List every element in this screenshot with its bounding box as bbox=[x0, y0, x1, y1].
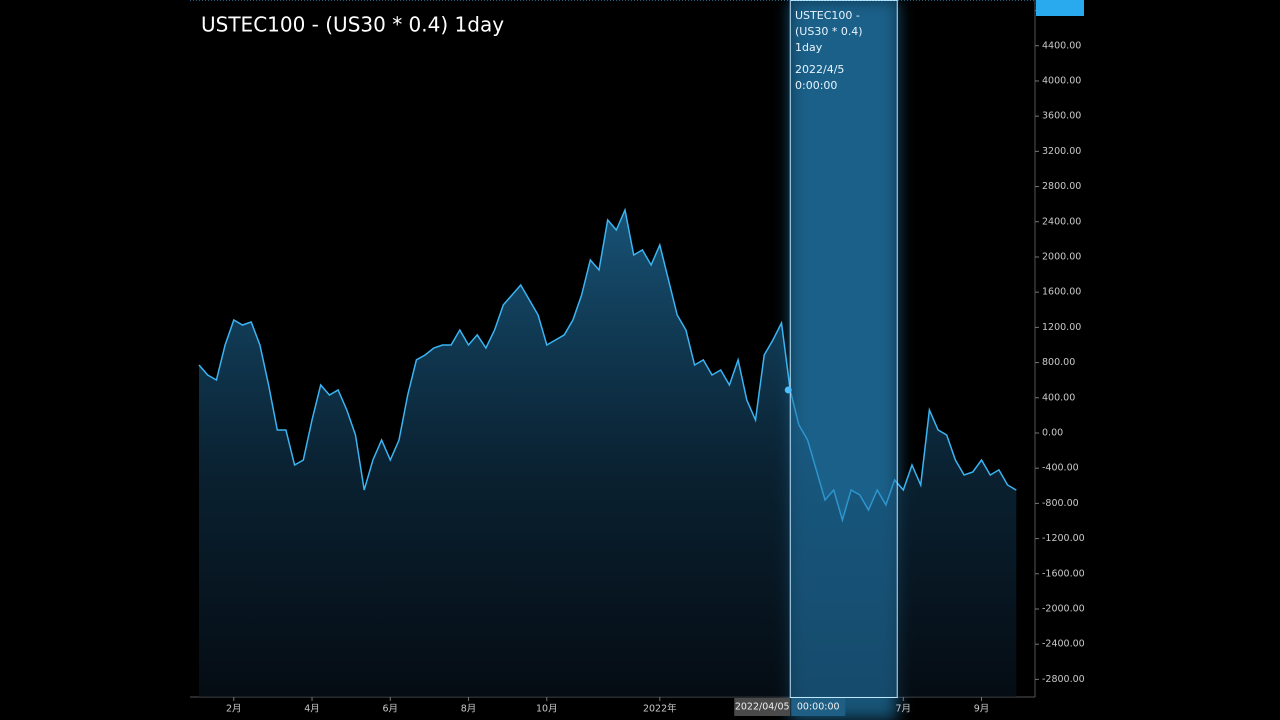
y-tick-label: -800.00 bbox=[1042, 498, 1079, 509]
y-tick-label: -1200.00 bbox=[1042, 533, 1085, 544]
x-crosshair-date: 2022/04/05 bbox=[735, 702, 790, 713]
x-tick-label: 6月 bbox=[383, 704, 399, 715]
y-tick-label: 3200.00 bbox=[1042, 146, 1081, 157]
y-tick-label: -2000.00 bbox=[1042, 603, 1085, 614]
tooltip-series: USTEC100 - (US30 * 0.4) 1day bbox=[795, 9, 863, 54]
crosshair-point bbox=[784, 386, 792, 394]
y-tick-label: 3600.00 bbox=[1042, 111, 1081, 122]
y-tick-label: -2800.00 bbox=[1042, 674, 1085, 685]
line bbox=[198, 207, 1017, 523]
chart-title: USTEC100 - (US30 * 0.4) 1day bbox=[201, 13, 504, 37]
x-crosshair-time: 00:00:00 bbox=[797, 702, 840, 713]
crosshair-tooltip: USTEC100 - (US30 * 0.4) 1day 2022/4/5 0:… bbox=[795, 8, 887, 94]
y-tick-label: 4400.00 bbox=[1042, 40, 1081, 51]
y-tick-label: 400.00 bbox=[1042, 392, 1075, 403]
crosshair-band bbox=[789, 0, 898, 698]
x-tick-label: 9月 bbox=[974, 704, 990, 715]
y-tick-label: 4000.00 bbox=[1042, 75, 1081, 86]
y-tick-label: 2400.00 bbox=[1042, 216, 1081, 227]
area bbox=[199, 210, 1017, 697]
x-crosshair-date-box bbox=[734, 698, 791, 716]
y-tick-label: -400.00 bbox=[1042, 463, 1079, 474]
y-tick-label: 0.00 bbox=[1042, 427, 1063, 438]
last-value-box bbox=[1036, 0, 1084, 16]
x-tick-label: 10月 bbox=[536, 704, 558, 715]
x-tick-label: 4月 bbox=[304, 704, 320, 715]
y-tick-label: -1600.00 bbox=[1042, 568, 1085, 579]
y-tick-label: 1600.00 bbox=[1042, 287, 1081, 298]
y-tick-label: 2800.00 bbox=[1042, 181, 1081, 192]
y-tick-label: 1200.00 bbox=[1042, 322, 1081, 333]
x-tick-label: 7月 bbox=[896, 704, 912, 715]
y-tick-label: -2400.00 bbox=[1042, 639, 1085, 650]
x-tick-label: 8月 bbox=[461, 704, 477, 715]
x-tick-label: 2月 bbox=[226, 704, 242, 715]
x-tick-label: 2022年 bbox=[643, 703, 677, 715]
tooltip-date: 2022/4/5 bbox=[795, 63, 845, 76]
y-tick-label: 2000.00 bbox=[1042, 251, 1081, 262]
y-tick-label: 800.00 bbox=[1042, 357, 1075, 368]
x-crosshair-time-box bbox=[791, 698, 846, 716]
tooltip-time: 0:00:00 bbox=[795, 79, 838, 92]
